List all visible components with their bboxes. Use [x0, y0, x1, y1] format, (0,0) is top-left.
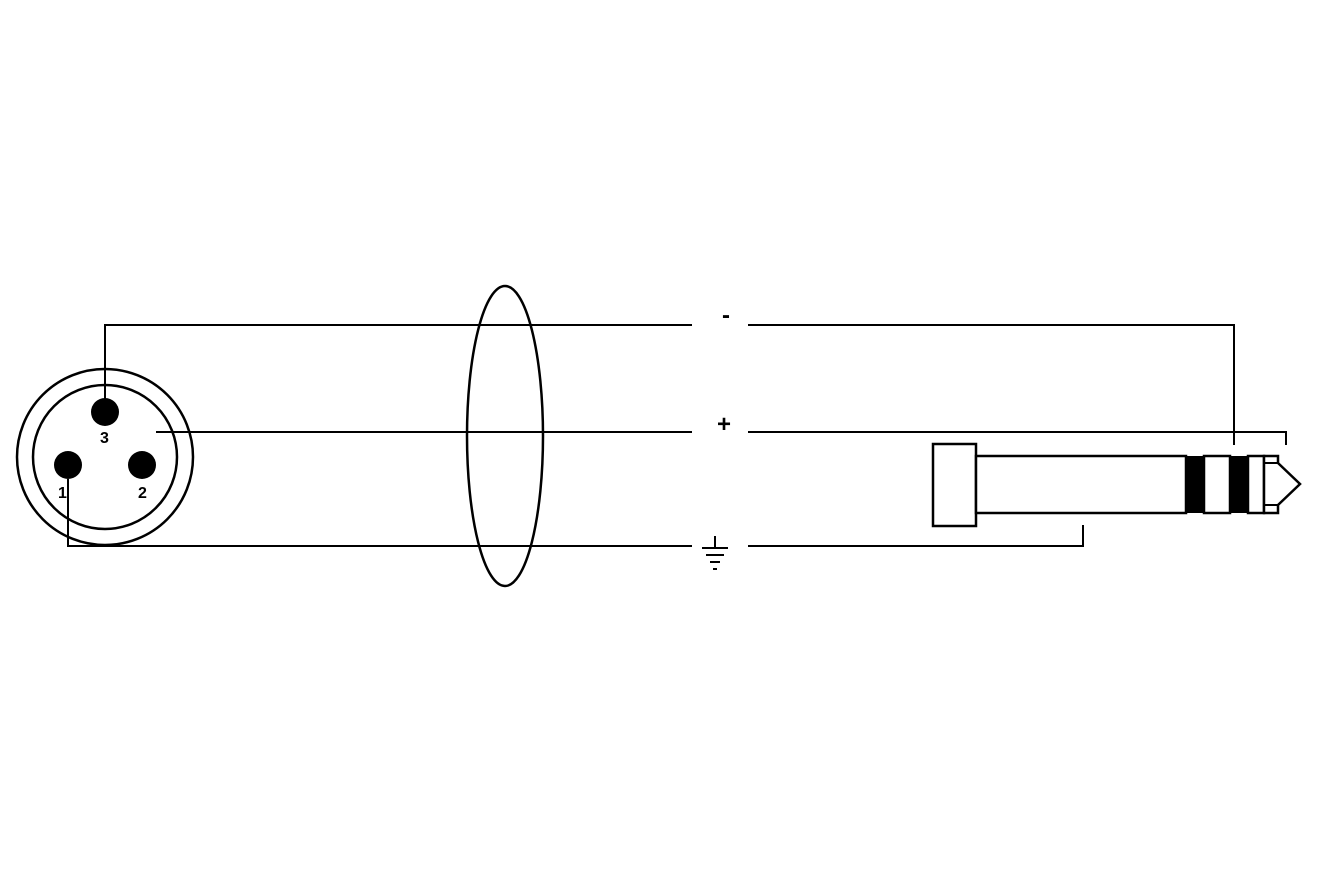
trs-tip-base	[1248, 456, 1264, 513]
trs-ring-gap	[1204, 456, 1230, 513]
xlr-pin-2	[128, 451, 156, 479]
trs-ring-band-1	[1186, 456, 1204, 513]
negative-label: -	[722, 302, 730, 329]
ground-wire	[68, 479, 1083, 546]
xlr-pin-3	[91, 398, 119, 426]
positive-label: +	[717, 411, 731, 438]
trs-ring-band-2	[1230, 456, 1248, 513]
pin-3-label: 3	[100, 430, 109, 447]
ground-symbol	[702, 536, 728, 569]
trs-sleeve-collar	[933, 444, 976, 526]
xlr-pin-1	[54, 451, 82, 479]
trs-body	[976, 456, 1186, 513]
pin-1-label: 1	[58, 485, 67, 502]
pin-2-label: 2	[138, 485, 147, 502]
wiring-diagram: 1 2 3	[0, 0, 1324, 871]
cable-shield-ellipse	[467, 286, 543, 586]
trs-jack-connector	[933, 444, 1300, 526]
negative-wire	[105, 325, 1234, 445]
